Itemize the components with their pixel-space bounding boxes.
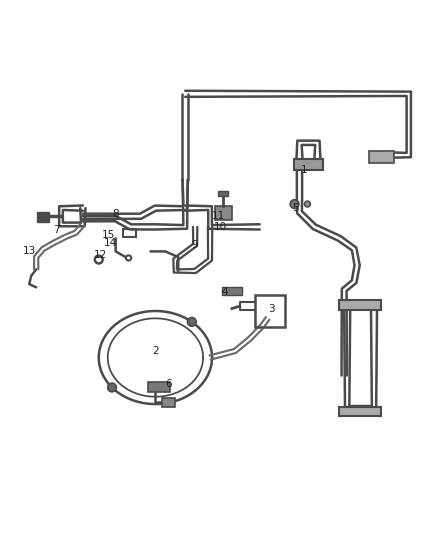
Circle shape	[187, 318, 196, 326]
Text: 3: 3	[268, 304, 275, 313]
Bar	[339, 407, 381, 416]
Text: 7: 7	[53, 225, 60, 235]
Text: 8: 8	[113, 209, 119, 219]
Circle shape	[304, 201, 311, 207]
Text: 2: 2	[152, 346, 159, 356]
Bar	[162, 398, 175, 407]
Bar	[222, 287, 242, 295]
Text: 10: 10	[213, 222, 226, 232]
Text: 5: 5	[292, 203, 299, 213]
Text: 1: 1	[301, 165, 308, 175]
Text: 12: 12	[94, 249, 107, 260]
Bar	[148, 382, 170, 392]
Circle shape	[108, 383, 117, 392]
Text: 4: 4	[222, 287, 228, 297]
Text: 9: 9	[192, 240, 198, 250]
Bar	[123, 229, 135, 237]
Bar	[339, 301, 381, 310]
Text: 6: 6	[165, 378, 172, 389]
Bar	[37, 212, 49, 222]
Text: 15: 15	[102, 230, 115, 240]
Circle shape	[290, 200, 299, 208]
Bar	[293, 159, 323, 169]
Text: 13: 13	[23, 246, 36, 256]
Bar	[215, 206, 232, 220]
Bar	[218, 191, 228, 196]
Text: 14: 14	[104, 238, 117, 248]
Bar	[255, 295, 285, 327]
Text: 11: 11	[212, 211, 225, 221]
Bar	[369, 151, 394, 163]
